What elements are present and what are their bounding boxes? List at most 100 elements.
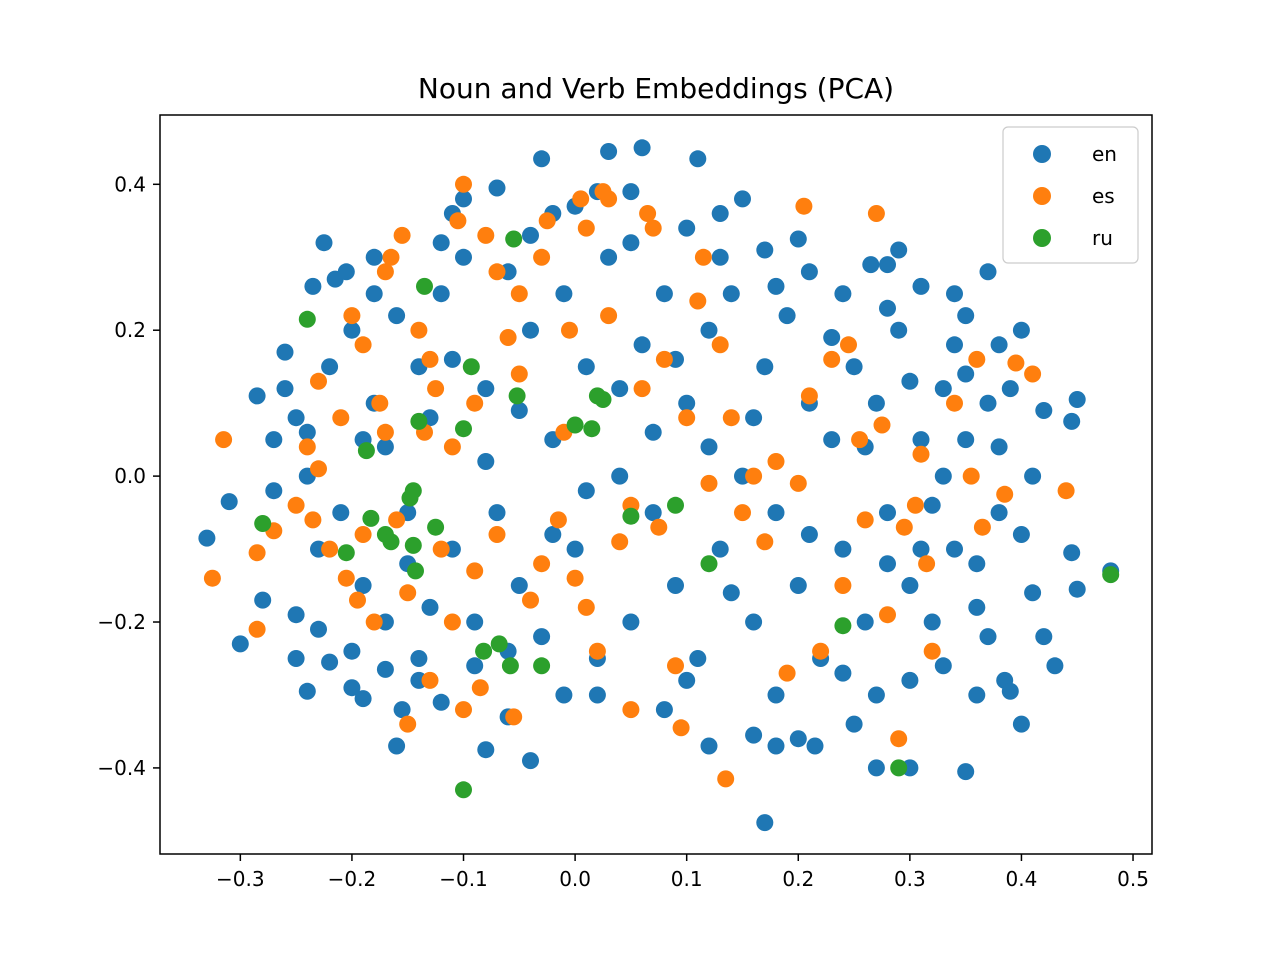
y-tick-label: −0.4 <box>97 756 146 780</box>
point-en-60 <box>968 686 986 704</box>
point-es-45 <box>588 642 606 660</box>
point-en-146 <box>276 343 294 361</box>
point-es-36 <box>510 285 528 303</box>
point-en-9 <box>304 277 322 295</box>
point-en-155 <box>477 453 495 470</box>
point-en-183 <box>979 628 997 646</box>
point-en-11 <box>321 653 339 671</box>
point-es-96 <box>310 460 327 478</box>
point-en-131 <box>912 431 930 449</box>
point-es-16 <box>376 263 394 281</box>
point-en-165 <box>767 277 785 295</box>
point-es-108 <box>600 307 618 325</box>
point-es-30 <box>466 562 484 580</box>
point-en-40 <box>700 737 718 755</box>
point-es-89 <box>968 350 986 368</box>
point-es-7 <box>310 372 327 390</box>
point-es-102 <box>466 394 484 412</box>
point-en-157 <box>544 526 562 543</box>
point-en-20 <box>410 650 428 667</box>
point-es-56 <box>672 719 690 737</box>
point-es-101 <box>443 613 461 631</box>
point-en-138 <box>990 504 1008 522</box>
point-ru-17 <box>475 642 493 660</box>
point-en-186 <box>432 234 450 252</box>
legend-marker-es <box>1033 187 1051 205</box>
point-es-90 <box>973 518 991 536</box>
point-es-14 <box>365 613 383 631</box>
point-en-90 <box>455 248 472 266</box>
point-es-91 <box>996 485 1014 503</box>
point-en-81 <box>354 577 372 594</box>
point-en-88 <box>432 285 450 303</box>
point-es-11 <box>343 307 361 325</box>
point-en-189 <box>711 248 729 266</box>
point-en-108 <box>655 285 673 303</box>
point-en-110 <box>678 394 696 412</box>
point-en-25 <box>477 741 495 759</box>
point-en-141 <box>1024 467 1042 485</box>
point-en-7 <box>287 650 305 667</box>
point-en-34 <box>600 143 618 160</box>
point-es-54 <box>655 350 673 368</box>
point-ru-14 <box>455 420 472 438</box>
point-es-99 <box>399 584 417 602</box>
point-en-49 <box>834 285 852 303</box>
point-en-179 <box>678 671 696 689</box>
point-es-87 <box>946 394 963 412</box>
point-en-129 <box>890 321 908 339</box>
point-en-137 <box>979 394 997 412</box>
legend-box <box>1002 126 1139 264</box>
point-en-96 <box>522 321 539 339</box>
point-en-182 <box>901 671 919 689</box>
point-es-28 <box>455 175 472 193</box>
point-en-118 <box>767 504 785 522</box>
point-en-29 <box>533 150 551 168</box>
point-es-61 <box>711 336 729 354</box>
point-es-60 <box>700 474 718 492</box>
point-en-72 <box>1063 412 1081 430</box>
point-en-18 <box>388 737 406 755</box>
point-en-10 <box>315 234 333 252</box>
point-en-46 <box>789 730 807 748</box>
point-ru-19 <box>501 657 519 675</box>
x-tick-label: −0.1 <box>439 867 488 891</box>
point-es-8 <box>321 540 339 558</box>
point-en-156 <box>510 402 528 419</box>
y-tick-label: 0.0 <box>114 464 146 488</box>
point-es-25 <box>432 540 450 558</box>
point-en-44 <box>756 241 774 259</box>
point-en-133 <box>934 380 952 398</box>
y-tick-label: 0.2 <box>114 318 146 342</box>
point-es-38 <box>533 248 551 266</box>
point-es-107 <box>577 598 595 616</box>
point-es-88 <box>962 467 980 485</box>
point-es-39 <box>538 212 556 230</box>
point-es-77 <box>856 511 874 529</box>
point-en-109 <box>667 577 684 594</box>
point-es-62 <box>717 770 735 788</box>
x-tick-label: 0.0 <box>559 867 591 891</box>
point-ru-20 <box>505 230 523 248</box>
point-en-69 <box>1063 544 1081 562</box>
point-en-35 <box>622 183 640 201</box>
legend: en es ru <box>1002 126 1139 264</box>
point-ru-12 <box>416 277 433 295</box>
point-es-0 <box>215 431 233 449</box>
point-es-2 <box>248 620 266 638</box>
point-en-190 <box>800 263 818 281</box>
point-ru-21 <box>508 387 526 405</box>
chart-title: Noun and Verb Embeddings (PCA) <box>418 72 894 105</box>
point-es-15 <box>371 394 389 412</box>
x-tick-label: 0.2 <box>782 867 814 891</box>
point-en-5 <box>265 431 283 449</box>
point-en-41 <box>711 205 729 222</box>
point-en-154 <box>443 350 461 368</box>
point-es-100 <box>421 350 439 368</box>
point-es-18 <box>388 511 406 529</box>
point-en-114 <box>722 285 740 303</box>
point-ru-18 <box>490 635 508 653</box>
point-en-70 <box>1068 391 1086 408</box>
point-en-91 <box>466 613 484 631</box>
